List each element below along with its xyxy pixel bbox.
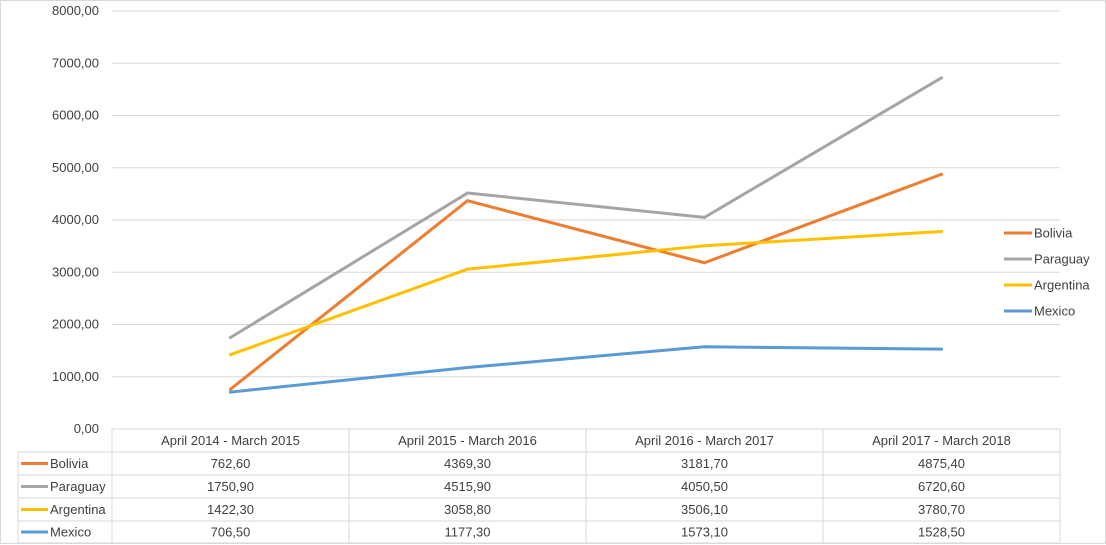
y-tick-label: 2000,00 — [52, 317, 99, 332]
x-category-label: April 2017 - March 2018 — [872, 433, 1011, 448]
legend-label: Mexico — [1034, 304, 1075, 319]
y-tick-label: 6000,00 — [52, 108, 99, 123]
data-point — [229, 353, 232, 357]
table-value: 3780,70 — [918, 502, 965, 517]
series-line-argentina — [229, 229, 943, 357]
x-category-label: April 2016 - March 2017 — [635, 433, 774, 448]
data-point — [703, 261, 706, 265]
table-value: 3181,70 — [681, 456, 728, 471]
table-value: 1528,50 — [918, 525, 965, 540]
data-point — [466, 267, 469, 271]
table-value: 3506,10 — [681, 502, 728, 517]
y-tick-label: 7000,00 — [52, 55, 99, 70]
series-line-mexico — [229, 345, 943, 394]
data-point — [466, 365, 469, 369]
data-point — [703, 215, 706, 219]
table-value: 706,50 — [211, 525, 251, 540]
x-category-label: April 2015 - March 2016 — [398, 433, 537, 448]
data-point — [940, 172, 943, 176]
legend-label: Argentina — [1034, 278, 1090, 293]
table-value: 4515,90 — [444, 479, 491, 494]
table-series-name: Argentina — [50, 502, 106, 517]
data-point — [703, 244, 706, 248]
table-value: 1573,10 — [681, 525, 728, 540]
table-series-name: Paraguay — [50, 479, 106, 494]
data-point — [466, 191, 469, 195]
y-tick-label: 5000,00 — [52, 160, 99, 175]
y-tick-label: 4000,00 — [52, 212, 99, 227]
data-point — [229, 336, 232, 340]
data-point — [703, 345, 706, 349]
table-value: 4369,30 — [444, 456, 491, 471]
x-category-label: April 2014 - March 2015 — [161, 433, 300, 448]
table-series-name: Bolivia — [50, 456, 89, 471]
y-tick-label: 8000,00 — [52, 3, 99, 18]
table-value: 1422,30 — [207, 502, 254, 517]
legend-label: Paraguay — [1034, 252, 1090, 267]
data-point — [229, 387, 232, 391]
legend-label: Bolivia — [1034, 226, 1073, 241]
series-line-paraguay — [229, 76, 943, 340]
y-tick-label: 0,00 — [74, 421, 99, 436]
data-point — [940, 76, 943, 80]
data-point — [940, 229, 943, 233]
data-point — [940, 347, 943, 351]
y-tick-label: 1000,00 — [52, 369, 99, 384]
series-line-bolivia — [229, 172, 943, 391]
y-tick-label: 3000,00 — [52, 264, 99, 279]
data-point — [229, 390, 232, 394]
table-value: 6720,60 — [918, 479, 965, 494]
data-point — [466, 199, 469, 203]
table-value: 3058,80 — [444, 502, 491, 517]
table-series-name: Mexico — [50, 525, 91, 540]
table-value: 762,60 — [211, 456, 251, 471]
table-value: 1177,30 — [444, 525, 490, 540]
table-value: 1750,90 — [207, 479, 254, 494]
table-value: 4875,40 — [918, 456, 965, 471]
table-value: 4050,50 — [681, 479, 728, 494]
